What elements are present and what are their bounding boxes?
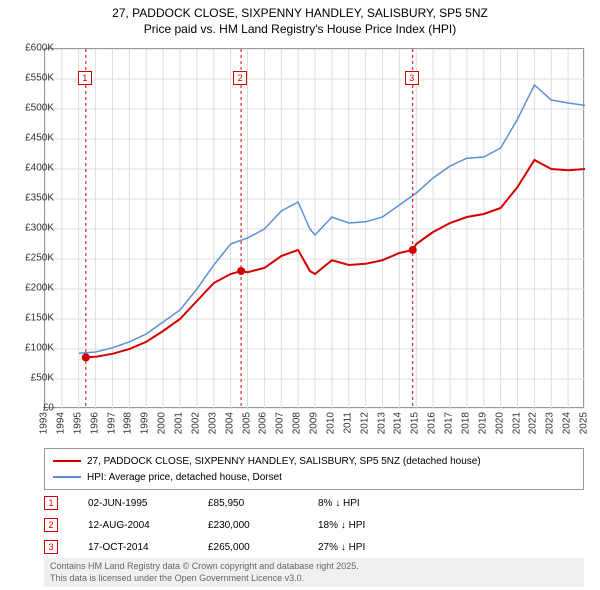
y-tick-label: £300K	[4, 223, 54, 234]
sale-diff-3: 27% ↓ HPI	[318, 542, 438, 553]
legend-item-property: 27, PADDOCK CLOSE, SIXPENNY HANDLEY, SAL…	[53, 453, 575, 469]
sales-marker-2: 2	[44, 518, 58, 532]
sale-marker-box: 2	[233, 71, 247, 85]
x-tick-label: 2014	[393, 412, 404, 434]
x-tick-label: 1993	[39, 412, 50, 434]
x-tick-label: 2015	[410, 412, 421, 434]
sale-diff-2: 18% ↓ HPI	[318, 520, 438, 531]
x-tick-label: 2009	[309, 412, 320, 434]
sale-marker-box: 3	[405, 71, 419, 85]
x-tick-label: 1997	[106, 412, 117, 434]
sale-diff-1: 8% ↓ HPI	[318, 498, 438, 509]
footer-line2: This data is licensed under the Open Gov…	[50, 573, 578, 585]
footer-line1: Contains HM Land Registry data © Crown c…	[50, 561, 578, 573]
sales-marker-1: 1	[44, 496, 58, 510]
x-tick-label: 2017	[444, 412, 455, 434]
legend-item-hpi: HPI: Average price, detached house, Dors…	[53, 469, 575, 485]
y-tick-label: £250K	[4, 253, 54, 264]
legend-swatch-hpi	[53, 476, 81, 478]
x-tick-label: 2022	[528, 412, 539, 434]
x-tick-label: 2001	[174, 412, 185, 434]
x-tick-label: 1996	[89, 412, 100, 434]
sale-date-2: 12-AUG-2004	[68, 520, 198, 531]
x-tick-label: 1999	[140, 412, 151, 434]
y-tick-label: £200K	[4, 283, 54, 294]
x-tick-label: 2018	[460, 412, 471, 434]
x-tick-label: 2023	[545, 412, 556, 434]
chart-title-line1: 27, PADDOCK CLOSE, SIXPENNY HANDLEY, SAL…	[0, 0, 600, 22]
sale-date-3: 17-OCT-2014	[68, 542, 198, 553]
sales-row-3: 3 17-OCT-2014 £265,000 27% ↓ HPI	[44, 536, 584, 558]
sale-date-1: 02-JUN-1995	[68, 498, 198, 509]
sales-table: 1 02-JUN-1995 £85,950 8% ↓ HPI 2 12-AUG-…	[44, 492, 584, 558]
sale-price-1: £85,950	[208, 498, 308, 509]
x-tick-label: 2010	[325, 412, 336, 434]
legend: 27, PADDOCK CLOSE, SIXPENNY HANDLEY, SAL…	[44, 448, 584, 490]
sales-row-1: 1 02-JUN-1995 £85,950 8% ↓ HPI	[44, 492, 584, 514]
sales-marker-3: 3	[44, 540, 58, 554]
y-tick-label: £100K	[4, 343, 54, 354]
y-tick-label: £350K	[4, 193, 54, 204]
x-tick-label: 2002	[190, 412, 201, 434]
plot-area	[44, 48, 584, 408]
y-tick-label: £150K	[4, 313, 54, 324]
x-tick-label: 2021	[511, 412, 522, 434]
legend-swatch-property	[53, 460, 81, 462]
y-tick-label: £500K	[4, 103, 54, 114]
y-tick-label: £550K	[4, 73, 54, 84]
sale-price-3: £265,000	[208, 542, 308, 553]
y-tick-label: £400K	[4, 163, 54, 174]
x-tick-label: 2024	[562, 412, 573, 434]
sale-price-2: £230,000	[208, 520, 308, 531]
y-tick-label: £600K	[4, 43, 54, 54]
x-tick-label: 2008	[292, 412, 303, 434]
sales-row-2: 2 12-AUG-2004 £230,000 18% ↓ HPI	[44, 514, 584, 536]
x-tick-label: 2016	[427, 412, 438, 434]
x-tick-label: 1994	[55, 412, 66, 434]
x-tick-label: 2019	[477, 412, 488, 434]
legend-label-hpi: HPI: Average price, detached house, Dors…	[87, 472, 282, 483]
x-tick-label: 2012	[359, 412, 370, 434]
x-tick-label: 2025	[579, 412, 590, 434]
x-tick-label: 2011	[342, 412, 353, 434]
y-tick-label: £450K	[4, 133, 54, 144]
x-tick-label: 1995	[72, 412, 83, 434]
y-tick-label: £50K	[4, 373, 54, 384]
x-tick-label: 2020	[494, 412, 505, 434]
x-tick-label: 2013	[376, 412, 387, 434]
footer: Contains HM Land Registry data © Crown c…	[44, 558, 584, 587]
legend-label-property: 27, PADDOCK CLOSE, SIXPENNY HANDLEY, SAL…	[87, 456, 481, 467]
x-tick-label: 2004	[224, 412, 235, 434]
x-tick-label: 2006	[258, 412, 269, 434]
chart-title-line2: Price paid vs. HM Land Registry's House …	[0, 22, 600, 40]
chart-container: 27, PADDOCK CLOSE, SIXPENNY HANDLEY, SAL…	[0, 0, 600, 590]
x-tick-label: 2007	[275, 412, 286, 434]
x-tick-label: 2003	[207, 412, 218, 434]
x-tick-label: 1998	[123, 412, 134, 434]
plot-svg	[45, 49, 585, 409]
x-tick-label: 2000	[157, 412, 168, 434]
sale-marker-box: 1	[78, 71, 92, 85]
x-tick-label: 2005	[241, 412, 252, 434]
